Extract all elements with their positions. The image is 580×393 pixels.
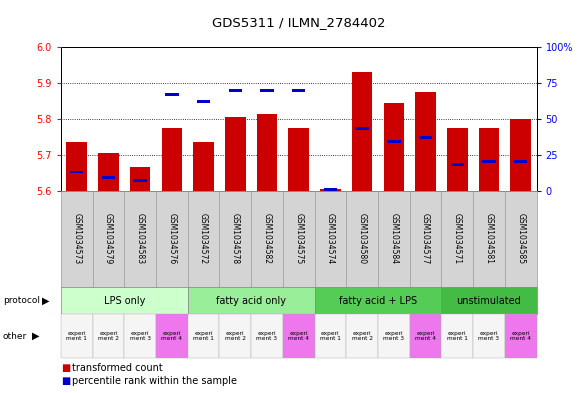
Bar (288, 128, 309, 191)
Bar (478, 128, 499, 191)
Bar (260, 89, 274, 92)
Text: transformed count: transformed count (72, 363, 163, 373)
Bar (415, 92, 436, 191)
Text: experi
ment 1: experi ment 1 (193, 331, 214, 342)
Text: experi
ment 4: experi ment 4 (415, 331, 436, 342)
Bar (352, 72, 372, 191)
Text: GSM1034584: GSM1034584 (389, 213, 398, 264)
Bar (98, 153, 119, 191)
Text: unstimulated: unstimulated (456, 296, 521, 306)
Text: GSM1034582: GSM1034582 (263, 213, 271, 264)
Bar (482, 160, 496, 163)
Bar (67, 142, 87, 191)
Bar (510, 119, 531, 191)
Text: GSM1034581: GSM1034581 (484, 213, 494, 264)
Text: experi
ment 3: experi ment 3 (130, 331, 151, 342)
Text: experi
ment 1: experi ment 1 (66, 331, 87, 342)
Bar (165, 93, 179, 96)
Text: experi
ment 3: experi ment 3 (256, 331, 277, 342)
Text: GSM1034585: GSM1034585 (516, 213, 525, 264)
Text: GSM1034572: GSM1034572 (199, 213, 208, 264)
Text: GSM1034577: GSM1034577 (421, 213, 430, 264)
Text: ■: ■ (61, 376, 70, 386)
Text: LPS only: LPS only (104, 296, 145, 306)
Bar (193, 142, 214, 191)
Bar (102, 176, 115, 179)
Text: ▶: ▶ (42, 296, 49, 306)
Bar (387, 140, 401, 143)
Bar (383, 103, 404, 191)
Text: other: other (3, 332, 27, 340)
Bar (451, 163, 464, 166)
Text: GDS5311 / ILMN_2784402: GDS5311 / ILMN_2784402 (212, 16, 386, 29)
Text: GSM1034571: GSM1034571 (453, 213, 462, 264)
Text: GSM1034583: GSM1034583 (136, 213, 144, 264)
Text: experi
ment 4: experi ment 4 (161, 331, 182, 342)
Bar (514, 160, 527, 163)
Bar (229, 89, 242, 92)
Text: GSM1034573: GSM1034573 (72, 213, 81, 264)
Text: fatty acid + LPS: fatty acid + LPS (339, 296, 417, 306)
Text: experi
ment 4: experi ment 4 (510, 331, 531, 342)
Bar (292, 89, 306, 92)
Text: fatty acid only: fatty acid only (216, 296, 286, 306)
Bar (70, 171, 84, 173)
Bar (133, 179, 147, 182)
Text: GSM1034580: GSM1034580 (358, 213, 367, 264)
Text: experi
ment 1: experi ment 1 (320, 331, 341, 342)
Text: percentile rank within the sample: percentile rank within the sample (72, 376, 237, 386)
Text: experi
ment 3: experi ment 3 (383, 331, 404, 342)
Text: ▶: ▶ (32, 331, 39, 341)
Text: experi
ment 2: experi ment 2 (351, 331, 372, 342)
Text: experi
ment 1: experi ment 1 (447, 331, 467, 342)
Text: ■: ■ (61, 363, 70, 373)
Bar (447, 128, 467, 191)
Bar (324, 188, 337, 191)
Bar (419, 136, 432, 139)
Text: GSM1034578: GSM1034578 (231, 213, 240, 264)
Bar (320, 189, 340, 191)
Text: GSM1034574: GSM1034574 (326, 213, 335, 264)
Text: experi
ment 4: experi ment 4 (288, 331, 309, 342)
Text: GSM1034576: GSM1034576 (168, 213, 176, 264)
Bar (356, 127, 369, 130)
Bar (162, 128, 182, 191)
Text: protocol: protocol (3, 296, 40, 305)
Bar (197, 100, 211, 103)
Bar (130, 167, 150, 191)
Text: GSM1034575: GSM1034575 (294, 213, 303, 264)
Text: experi
ment 2: experi ment 2 (98, 331, 119, 342)
Text: experi
ment 2: experi ment 2 (225, 331, 246, 342)
Text: GSM1034579: GSM1034579 (104, 213, 113, 264)
Bar (257, 114, 277, 191)
Text: experi
ment 3: experi ment 3 (478, 331, 499, 342)
Bar (225, 117, 245, 191)
